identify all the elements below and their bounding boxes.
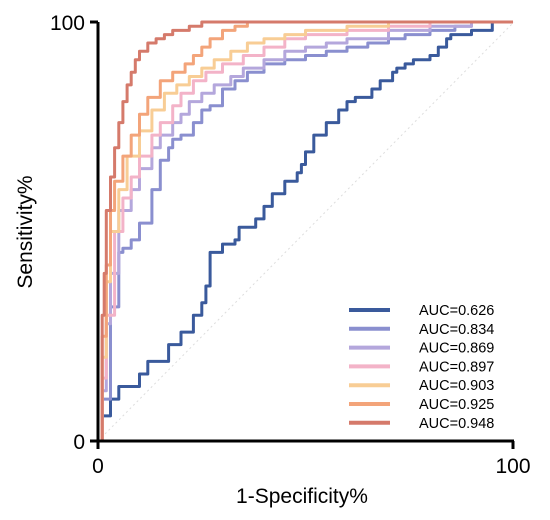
- legend-label-5: AUC=0.903: [419, 378, 494, 394]
- y-tick-label-max: 100: [50, 12, 85, 35]
- roc-curve-2: [98, 20, 513, 443]
- diagonal-reference-line: [97, 21, 515, 442]
- x-tick-label-max: 100: [495, 455, 530, 478]
- legend-label-1: AUC=0.626: [419, 303, 494, 319]
- legend-label-6: AUC=0.925: [419, 397, 494, 413]
- x-axis-label: 1-Specificity%: [236, 485, 368, 508]
- legend-label-7: AUC=0.948: [419, 416, 494, 432]
- y-tick-label-min: 0: [73, 431, 85, 454]
- roc-curve-5: [98, 20, 513, 443]
- roc-curve-1: [98, 20, 513, 443]
- x-tick-label-min: 0: [92, 455, 104, 478]
- y-axis-label: Sensitivity%: [14, 175, 37, 288]
- roc-curve-4: [98, 20, 513, 443]
- legend-label-3: AUC=0.869: [419, 341, 494, 357]
- roc-curve-7: [98, 20, 513, 443]
- legend-label-2: AUC=0.834: [419, 322, 494, 338]
- legend-label-4: AUC=0.897: [419, 359, 494, 375]
- legend: AUC=0.626 AUC=0.834 AUC=0.869 AUC=0.897 AUC=…: [349, 303, 494, 432]
- roc-curve-6: [98, 20, 513, 443]
- series-layer: [98, 20, 513, 443]
